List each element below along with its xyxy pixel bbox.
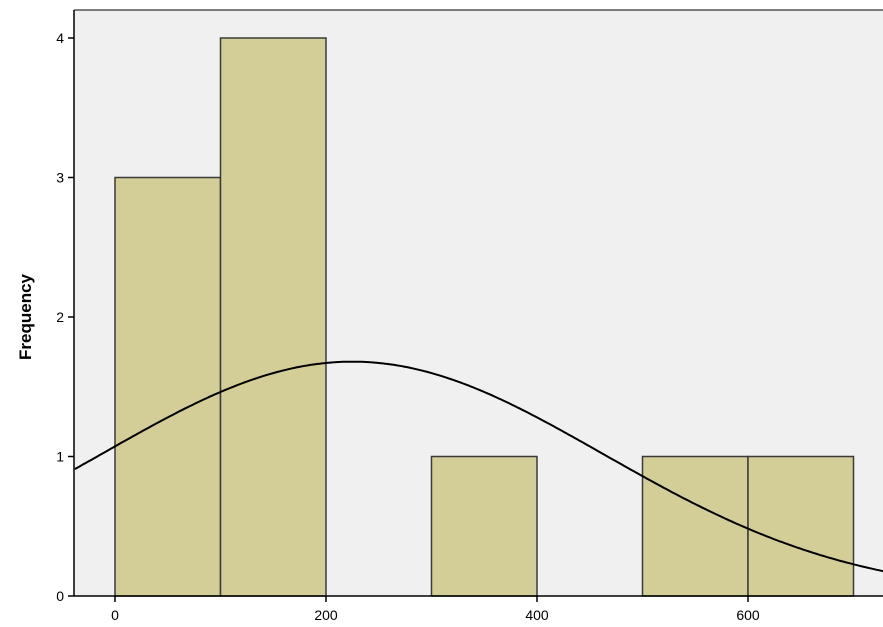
x-tick-label: 200 <box>314 607 338 623</box>
histogram-bar <box>747 455 855 597</box>
x-tick-label: 600 <box>736 607 760 623</box>
histogram-bar <box>114 176 222 597</box>
x-tick-label: 0 <box>111 607 119 623</box>
normal-curve <box>74 360 883 573</box>
histogram-bar <box>641 455 749 597</box>
y-tick-label: 4 <box>56 30 64 46</box>
y-tick-label: 0 <box>56 588 64 604</box>
bars-group <box>114 37 855 597</box>
axes-group: 0 1 2 3 4 0 200 400 600 <box>56 9 883 623</box>
y-tick-label: 2 <box>56 309 64 325</box>
y-tick-label: 3 <box>56 170 64 186</box>
histogram-bar <box>219 37 327 597</box>
y-axis-title: Frequency <box>16 273 35 360</box>
y-tick-label: 1 <box>56 449 64 465</box>
x-tick-label: 400 <box>525 607 549 623</box>
histogram-bar <box>430 455 538 597</box>
